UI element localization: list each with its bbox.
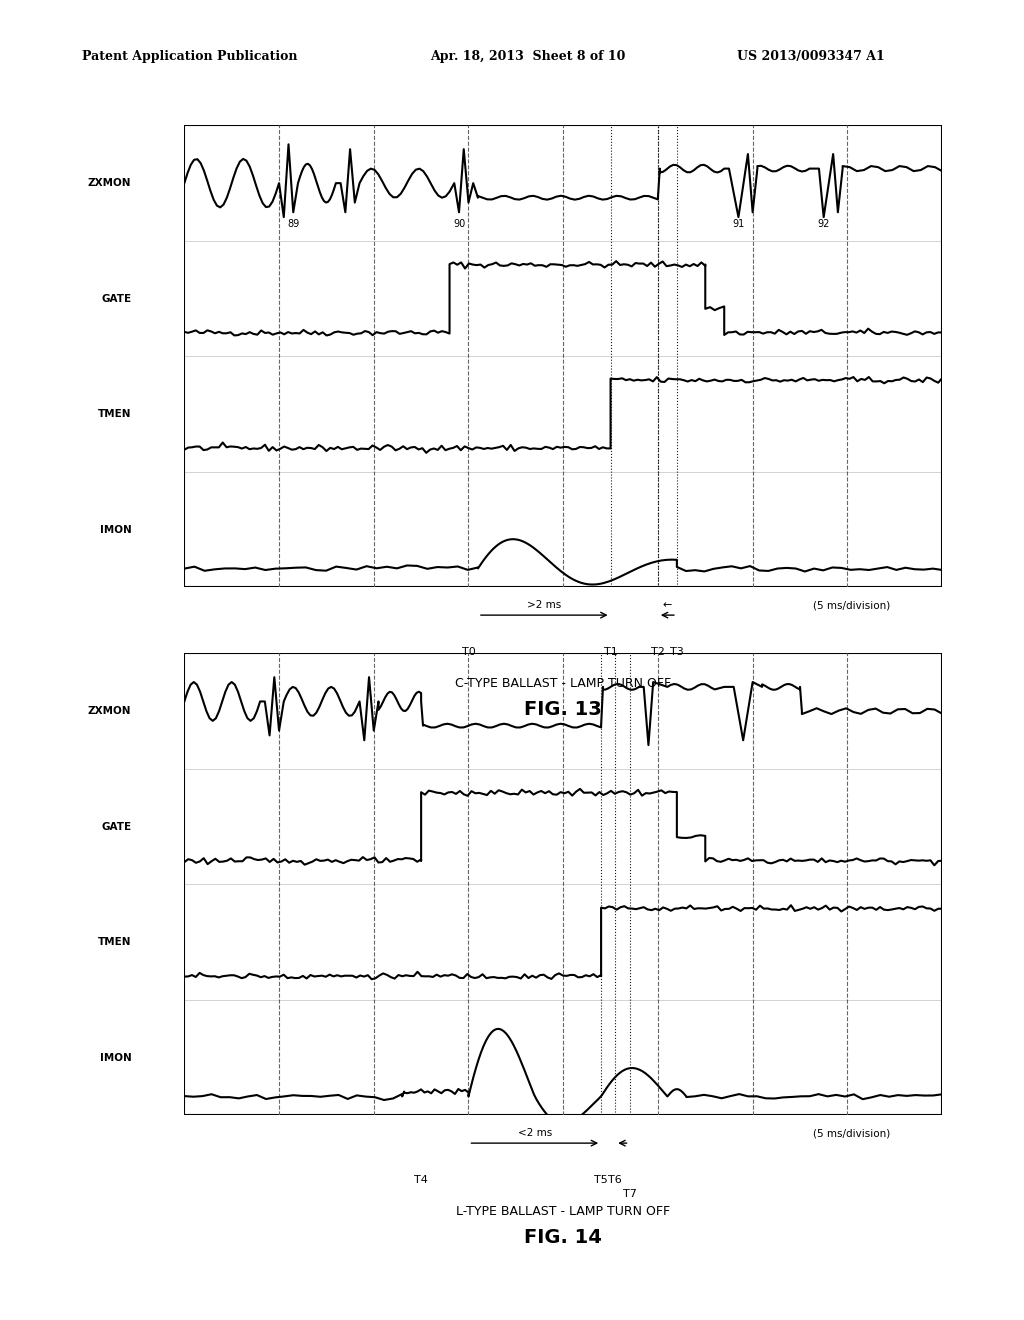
Text: (5 ms/division): (5 ms/division) [812,601,890,610]
Text: T7: T7 [623,1189,637,1200]
Text: Patent Application Publication: Patent Application Publication [82,50,297,63]
Text: (5 ms/division): (5 ms/division) [812,1129,890,1138]
Text: 89: 89 [287,219,299,230]
Text: ZXMON: ZXMON [88,178,131,189]
Text: TMEN: TMEN [97,937,131,948]
Text: T0: T0 [462,648,475,657]
Text: ZXMON: ZXMON [88,706,131,717]
Text: US 2013/0093347 A1: US 2013/0093347 A1 [737,50,885,63]
Text: GATE: GATE [101,293,131,304]
Text: FIG. 13: FIG. 13 [524,700,602,718]
Text: FIG. 14: FIG. 14 [524,1228,602,1246]
Text: ←: ← [663,601,672,610]
Text: T5: T5 [594,1175,608,1185]
Text: 90: 90 [453,219,465,230]
Text: T6: T6 [608,1175,623,1185]
Text: IMON: IMON [99,1052,131,1063]
Text: T4: T4 [414,1175,428,1185]
Text: C-TYPE BALLAST - LAMP TURN OFF: C-TYPE BALLAST - LAMP TURN OFF [455,677,672,690]
Text: >2 ms: >2 ms [527,601,561,610]
Text: T1: T1 [604,648,617,657]
Text: Apr. 18, 2013  Sheet 8 of 10: Apr. 18, 2013 Sheet 8 of 10 [430,50,626,63]
Text: 92: 92 [817,219,829,230]
Text: T2: T2 [651,648,665,657]
Text: T3: T3 [670,648,684,657]
Text: GATE: GATE [101,821,131,832]
Text: 91: 91 [732,219,744,230]
Text: TMEN: TMEN [97,409,131,420]
Text: IMON: IMON [99,524,131,535]
Text: L-TYPE BALLAST - LAMP TURN OFF: L-TYPE BALLAST - LAMP TURN OFF [456,1205,671,1218]
Text: <2 ms: <2 ms [518,1129,552,1138]
